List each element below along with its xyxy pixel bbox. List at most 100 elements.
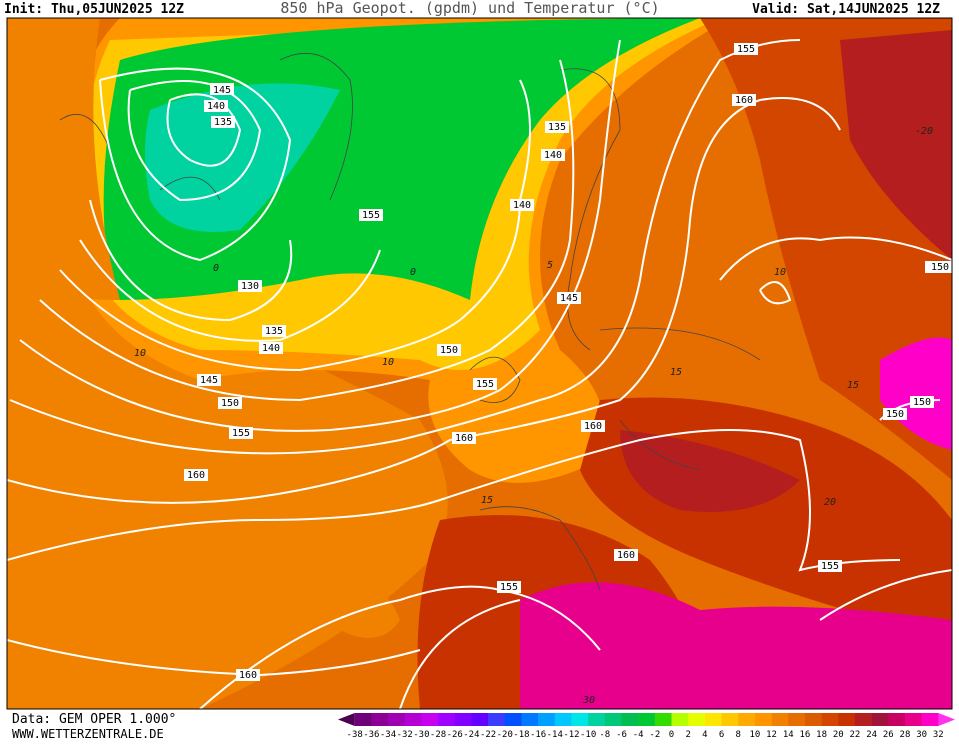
legend-label: 10 (749, 730, 760, 740)
legend-label: -2 (649, 730, 660, 740)
legend-swatch (521, 713, 539, 726)
legend-label: -26 (447, 730, 463, 740)
contour-label: 130 (241, 281, 259, 292)
temperature-label: 0 (410, 267, 416, 278)
contour-label: 160 (239, 670, 257, 681)
legend-label: -8 (599, 730, 610, 740)
legend-swatch (704, 713, 722, 726)
legend-swatch (821, 713, 839, 726)
legend-label: -10 (580, 730, 596, 740)
contour-label: 155 (362, 210, 380, 221)
contour-label: 135 (548, 122, 566, 133)
legend-label: -22 (480, 730, 496, 740)
legend-label: -6 (616, 730, 627, 740)
contour-label: 135 (265, 326, 283, 337)
legend-swatch (621, 713, 639, 726)
temperature-label: 30 (582, 695, 595, 706)
legend-label: 6 (719, 730, 724, 740)
legend-swatch (538, 713, 556, 726)
legend-swatch (604, 713, 622, 726)
contour-label: 150 (886, 409, 904, 420)
temperature-label: 10 (134, 348, 146, 359)
data-source: Data: GEM OPER 1.000° (12, 712, 176, 727)
contour-label: 155 (737, 44, 755, 55)
temperature-label: 10 (382, 357, 394, 368)
legend-swatch (388, 713, 406, 726)
legend-swatch (404, 713, 422, 726)
map: 145 140 135 130 135 140 145 150 155 160 … (7, 18, 952, 709)
valid-time: Valid: Sat,14JUN2025 12Z (752, 2, 940, 17)
legend-swatch (671, 713, 689, 726)
legend-label: -36 (363, 730, 379, 740)
legend-swatch (738, 713, 756, 726)
contour-label: 160 (455, 433, 473, 444)
legend-label: 0 (669, 730, 674, 740)
legend-label: 24 (866, 730, 877, 740)
legend-swatch (721, 713, 739, 726)
temperature-labels: 10 0 0 5 10 15 15 20 30 -20 10 15 (134, 126, 933, 706)
legend-label: -24 (463, 730, 479, 740)
contour-label: 150 (931, 262, 949, 273)
legend-label: 26 (883, 730, 894, 740)
legend-label: -16 (530, 730, 546, 740)
legend-swatch (788, 713, 806, 726)
legend-arrow (938, 713, 955, 726)
legend-label: 8 (736, 730, 741, 740)
temperature-label: 20 (824, 497, 836, 508)
temperature-label: 15 (481, 495, 493, 506)
contour-label: 145 (200, 375, 218, 386)
legend-label: -30 (413, 730, 429, 740)
legend-swatch (638, 713, 656, 726)
legend-swatch (871, 713, 889, 726)
legend-label: -38 (347, 730, 363, 740)
legend-swatch (354, 713, 372, 726)
legend-swatch (921, 713, 939, 726)
legend-label: -14 (547, 730, 563, 740)
legend-swatch (371, 713, 389, 726)
legend-label: -20 (497, 730, 513, 740)
legend-label: -34 (380, 730, 396, 740)
legend-label: 16 (799, 730, 810, 740)
legend-swatch (471, 713, 489, 726)
contour-label: 140 (513, 200, 531, 211)
contour-label: 150 (440, 345, 458, 356)
legend-swatch (688, 713, 706, 726)
contour-label: 140 (262, 343, 280, 354)
legend-label: 20 (833, 730, 844, 740)
map-frame (6, 17, 953, 710)
legend-swatch (488, 713, 506, 726)
contour-label: 155 (500, 582, 518, 593)
legend-label: -32 (397, 730, 413, 740)
contour-label: 145 (213, 85, 231, 96)
legend-swatch (854, 713, 872, 726)
legend-swatch (838, 713, 856, 726)
legend-swatch (588, 713, 606, 726)
legend-swatch (454, 713, 472, 726)
contour-label: 145 (560, 293, 578, 304)
site-url: WWW.WETTERZENTRALE.DE (12, 727, 164, 741)
contour-label: 150 (221, 398, 239, 409)
legend-label: 28 (900, 730, 911, 740)
contour-label: 155 (232, 428, 250, 439)
temperature-label: 0 (213, 263, 219, 274)
legend-swatch (504, 713, 522, 726)
geopotential-labels: 145 140 135 130 135 140 145 150 155 160 … (184, 43, 952, 681)
map-title: 850 hPa Geopot. (gpdm) und Temperatur (°… (280, 0, 659, 17)
contour-label: 140 (544, 150, 562, 161)
legend-label: 18 (816, 730, 827, 740)
contour-label: 160 (617, 550, 635, 561)
legend-label: 4 (702, 730, 707, 740)
temperature-label: 15 (670, 367, 682, 378)
legend-label: -4 (633, 730, 644, 740)
contour-label: 160 (735, 95, 753, 106)
contour-label: 160 (584, 421, 602, 432)
contour-label: 140 (207, 101, 225, 112)
legend-label: 32 (933, 730, 944, 740)
legend-swatch (754, 713, 772, 726)
legend-label: 22 (850, 730, 861, 740)
temperature-label: -20 (915, 126, 933, 137)
legend-swatch (438, 713, 456, 726)
legend-label: -12 (563, 730, 579, 740)
temperature-label: 5 (547, 260, 553, 271)
